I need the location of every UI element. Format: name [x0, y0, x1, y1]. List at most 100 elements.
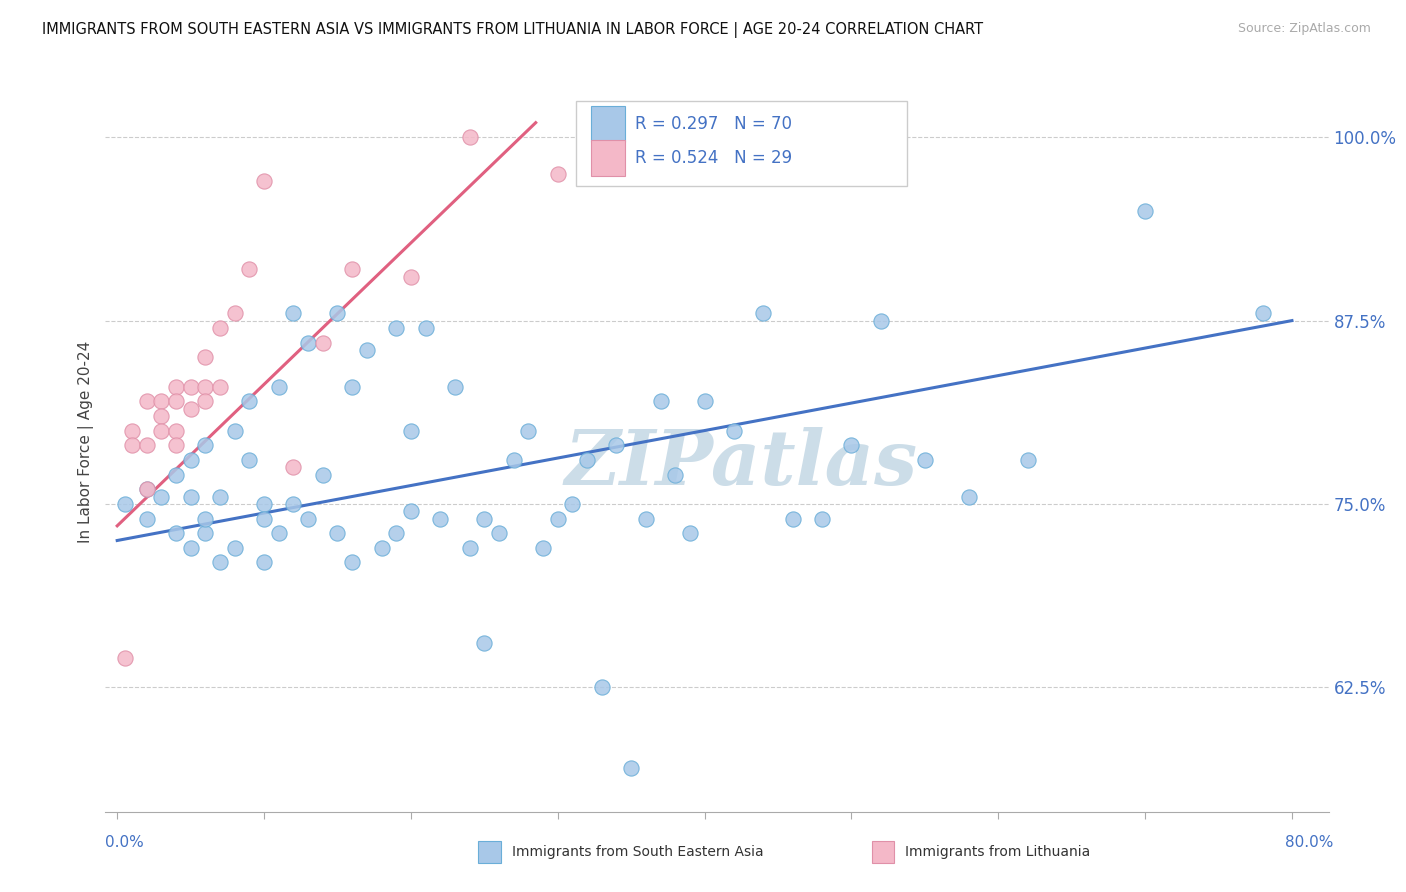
Point: [502, 453, 524, 467]
Point: [370, 541, 392, 555]
Point: [297, 335, 319, 350]
Point: [957, 490, 980, 504]
Point: [194, 511, 217, 525]
Point: [312, 335, 335, 350]
Point: [208, 321, 231, 335]
Point: [150, 424, 173, 438]
Point: [180, 541, 202, 555]
Point: [121, 424, 143, 438]
Point: [224, 541, 246, 555]
Text: Source: ZipAtlas.com: Source: ZipAtlas.com: [1237, 22, 1371, 36]
Point: [664, 467, 686, 482]
Text: Immigrants from South Eastern Asia: Immigrants from South Eastern Asia: [512, 846, 763, 859]
Point: [150, 490, 173, 504]
Point: [180, 490, 202, 504]
Point: [194, 350, 217, 364]
Point: [458, 541, 481, 555]
Point: [517, 424, 540, 438]
Point: [841, 438, 863, 452]
Text: R = 0.524   N = 29: R = 0.524 N = 29: [636, 149, 792, 167]
Point: [531, 541, 554, 555]
Point: [340, 556, 363, 570]
Text: ZIPatlas: ZIPatlas: [565, 426, 918, 500]
Point: [561, 497, 583, 511]
Point: [267, 379, 290, 393]
Point: [135, 482, 157, 496]
Point: [444, 379, 467, 393]
Text: Immigrants from Lithuania: Immigrants from Lithuania: [905, 846, 1091, 859]
Point: [458, 130, 481, 145]
Point: [165, 438, 187, 452]
Point: [429, 511, 451, 525]
Point: [224, 424, 246, 438]
Point: [472, 511, 495, 525]
Point: [165, 467, 187, 482]
Bar: [591, 140, 626, 176]
Point: [208, 379, 231, 393]
Point: [472, 636, 495, 650]
Point: [224, 306, 246, 320]
Point: [914, 453, 936, 467]
Point: [693, 394, 716, 409]
Point: [399, 504, 422, 518]
Point: [194, 438, 217, 452]
Point: [283, 460, 305, 475]
Point: [297, 511, 319, 525]
Point: [208, 490, 231, 504]
Point: [238, 453, 260, 467]
Y-axis label: In Labor Force | Age 20-24: In Labor Force | Age 20-24: [79, 341, 94, 542]
Point: [238, 262, 260, 277]
Point: [135, 482, 157, 496]
Point: [253, 174, 276, 188]
Point: [605, 438, 627, 452]
Point: [811, 511, 834, 525]
Point: [283, 306, 305, 320]
Text: 80.0%: 80.0%: [1285, 836, 1333, 850]
Point: [238, 394, 260, 409]
Point: [399, 424, 422, 438]
Point: [679, 526, 702, 541]
Point: [488, 526, 510, 541]
Bar: [591, 106, 626, 142]
Point: [650, 394, 672, 409]
Point: [576, 453, 599, 467]
Point: [782, 511, 804, 525]
Point: [1017, 453, 1039, 467]
Point: [326, 526, 349, 541]
Point: [135, 394, 157, 409]
Point: [620, 761, 643, 775]
Point: [385, 526, 408, 541]
Point: [547, 167, 569, 181]
Point: [326, 306, 349, 320]
Point: [283, 497, 305, 511]
Point: [253, 497, 276, 511]
Point: [723, 424, 745, 438]
Point: [634, 511, 657, 525]
Point: [180, 379, 202, 393]
Point: [340, 262, 363, 277]
Point: [165, 394, 187, 409]
Point: [165, 424, 187, 438]
Point: [415, 321, 437, 335]
Point: [385, 321, 408, 335]
Point: [356, 343, 378, 357]
Point: [194, 526, 217, 541]
Point: [1251, 306, 1274, 320]
Point: [135, 511, 157, 525]
Point: [180, 401, 202, 416]
Point: [114, 650, 136, 665]
Point: [150, 409, 173, 423]
Point: [253, 511, 276, 525]
Point: [752, 306, 775, 320]
Point: [1133, 203, 1156, 218]
Point: [165, 526, 187, 541]
Point: [180, 453, 202, 467]
Point: [340, 379, 363, 393]
Point: [869, 313, 891, 327]
Point: [399, 269, 422, 284]
Point: [253, 556, 276, 570]
Text: IMMIGRANTS FROM SOUTH EASTERN ASIA VS IMMIGRANTS FROM LITHUANIA IN LABOR FORCE |: IMMIGRANTS FROM SOUTH EASTERN ASIA VS IM…: [42, 22, 983, 38]
Point: [547, 511, 569, 525]
Point: [194, 394, 217, 409]
Point: [591, 680, 613, 694]
